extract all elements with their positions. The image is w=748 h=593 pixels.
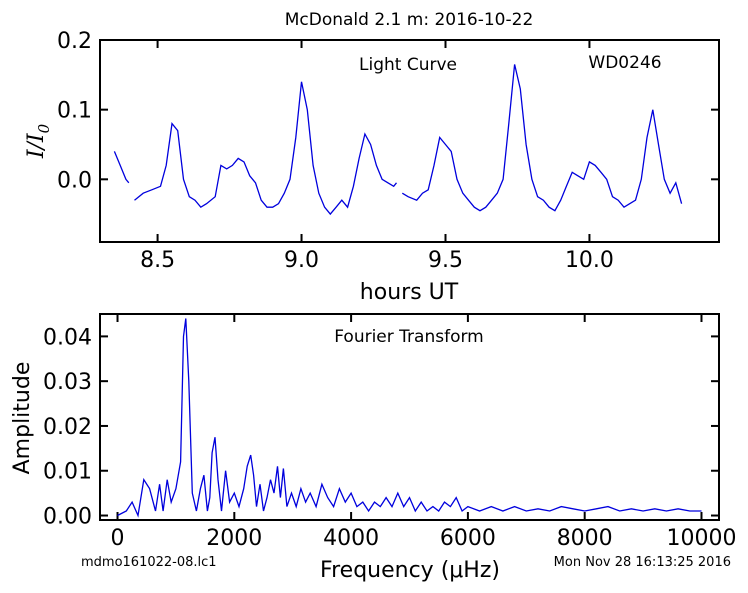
fourier-ytick-label: 0.02 (43, 415, 92, 440)
figure-title: McDonald 2.1 m: 2016-10-22 (285, 10, 534, 30)
ylabel-subscript: 0 (35, 123, 53, 133)
light-curve-xtick-label: 8.5 (140, 248, 175, 273)
fourier-xtick-label: 0 (111, 526, 125, 551)
light-curve-segment-2 (134, 81, 398, 216)
footer-timestamp: Mon Nov 28 16:13:25 2016 (553, 555, 731, 570)
light-curve-xtick-label: 10.0 (565, 248, 614, 273)
light-curve-ticks: 8.5 9.0 9.5 10.0 0.0 0.1 0.2 (57, 29, 719, 273)
light-curve-panel: 8.5 9.0 9.5 10.0 0.0 0.1 0.2 Light Curve WD024… (24, 29, 720, 305)
object-name-annotation: WD0246 (588, 53, 661, 73)
light-curve-xlabel: hours UT (360, 280, 459, 305)
fourier-ytick-label: 0.04 (43, 325, 92, 350)
fourier-ytick-label: 0.00 (43, 505, 92, 530)
light-curve-xtick-label: 9.5 (428, 248, 463, 273)
fourier-xtick-label: 2000 (206, 526, 262, 551)
fourier-ticks: 0 2000 4000 6000 8000 10000 0.00 0.01 0.02 0.03 0.… (43, 314, 736, 551)
ylabel-intensity: I/I (24, 132, 49, 159)
fourier-ytick-label: 0.01 (43, 460, 92, 485)
fourier-panel: 0 2000 4000 6000 8000 10000 0.00 0.01 0.02 0.03 0.… (10, 313, 736, 583)
fourier-xtick-label: 10000 (666, 526, 736, 551)
fourier-frame (99, 313, 720, 521)
fourier-xlabel: Frequency (μHz) (320, 558, 500, 583)
light-curve-ylabel: I/I0 (24, 123, 53, 159)
fourier-annotation: Fourier Transform (334, 327, 483, 347)
fourier-xtick-label: 8000 (557, 526, 613, 551)
light-curve-annotation: Light Curve (359, 55, 457, 75)
light-curve-ytick-label: 0.2 (57, 29, 92, 54)
light-curve-frame (99, 39, 720, 243)
fourier-series (117, 318, 702, 518)
light-curve-ytick-label: 0.0 (57, 168, 92, 193)
light-curve-segment-3 (401, 64, 683, 212)
light-curve-xtick-label: 9.0 (284, 248, 319, 273)
fourier-amplitude-line (117, 318, 702, 518)
fourier-ylabel: Amplitude (10, 362, 35, 475)
fourier-ytick-label: 0.03 (43, 370, 92, 395)
fourier-xtick-label: 4000 (323, 526, 379, 551)
light-curve-series (113, 64, 683, 216)
fourier-xtick-label: 6000 (440, 526, 496, 551)
light-curve-ytick-label: 0.1 (57, 99, 92, 124)
footer-filename: mdmo161022-08.lc1 (81, 555, 217, 570)
light-curve-segment-1 (113, 151, 130, 184)
